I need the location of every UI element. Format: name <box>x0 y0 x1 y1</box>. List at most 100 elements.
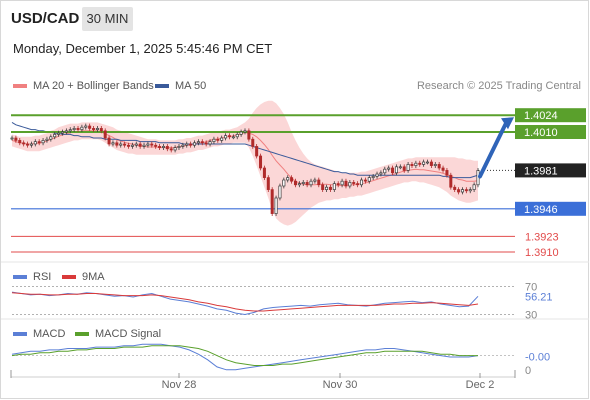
candle <box>29 143 33 146</box>
candle <box>26 143 30 146</box>
candle <box>138 143 142 147</box>
candle <box>189 143 193 146</box>
candle <box>367 177 371 182</box>
candle <box>348 182 352 187</box>
candle <box>224 135 228 139</box>
candle <box>130 144 134 147</box>
candle <box>165 146 169 150</box>
legend-macd-label: MACD <box>33 328 66 340</box>
legend-bb-label: MA 20 + Bollinger Bands <box>33 80 154 92</box>
candle <box>379 172 383 175</box>
candle <box>57 132 61 135</box>
candle <box>243 130 247 133</box>
candle <box>278 185 282 199</box>
candle <box>37 141 41 144</box>
candle <box>76 128 80 130</box>
candle <box>220 137 224 141</box>
x-tick-label: Nov 28 <box>162 379 197 391</box>
candle <box>99 128 103 132</box>
candle <box>177 146 181 148</box>
level-label: 1.4024 <box>524 110 558 122</box>
candle <box>301 182 305 184</box>
candle <box>418 162 422 165</box>
candle <box>126 144 131 147</box>
forecast-arrow <box>478 121 508 179</box>
level-label: 1.3910 <box>525 247 559 259</box>
candle <box>227 135 231 138</box>
candle <box>317 179 321 186</box>
candle <box>464 189 468 192</box>
candle <box>247 130 251 140</box>
candle <box>441 167 445 171</box>
candle <box>332 183 336 190</box>
candle <box>457 189 461 193</box>
macd-tick-label: 0 <box>525 365 531 377</box>
candle <box>266 177 270 190</box>
candle <box>92 128 96 130</box>
candle <box>251 138 255 147</box>
candle <box>14 137 18 141</box>
macd-signal-line <box>11 345 478 366</box>
candle <box>134 143 138 146</box>
level-label: 1.3946 <box>524 204 558 216</box>
bollinger-band <box>12 100 478 226</box>
legend-swatch-ma50 <box>155 84 169 88</box>
candle <box>181 144 185 147</box>
candle <box>262 167 266 178</box>
legend-swatch-rsi <box>13 275 27 279</box>
candle <box>429 161 433 166</box>
candle <box>472 184 476 190</box>
candle <box>391 167 395 174</box>
candle <box>259 155 263 169</box>
candle <box>290 177 294 182</box>
candle <box>158 146 162 148</box>
candle <box>410 164 414 166</box>
candle <box>398 166 402 169</box>
forecast-arrowhead <box>501 117 514 130</box>
candle <box>414 162 418 166</box>
candle <box>426 161 430 164</box>
legend-9ma-label: 9MA <box>82 271 105 283</box>
candle <box>200 141 204 144</box>
candle <box>274 197 278 214</box>
candle <box>64 130 68 133</box>
candle <box>72 128 76 130</box>
candle <box>325 186 329 190</box>
candle <box>212 138 216 142</box>
candle <box>185 143 189 146</box>
x-tick-label: Dec 2 <box>466 379 495 391</box>
candle <box>216 138 220 141</box>
timeframe-button[interactable]: 30 MIN <box>82 7 133 31</box>
candle <box>103 130 107 139</box>
candle <box>363 179 367 182</box>
level-label: 1.3923 <box>525 231 559 243</box>
candle <box>196 141 200 144</box>
candle <box>10 137 14 140</box>
candle <box>84 125 88 128</box>
candle <box>204 142 208 145</box>
x-tick-label: Nov 30 <box>323 379 358 391</box>
candle <box>402 166 406 171</box>
candle <box>115 142 119 146</box>
candle <box>88 125 92 129</box>
candle <box>45 138 49 141</box>
legend-swatch-macd <box>13 332 27 336</box>
candle <box>208 141 212 145</box>
candle <box>111 142 115 145</box>
candle <box>387 167 391 170</box>
legend-swatch-macd-signal <box>75 332 89 336</box>
symbol-title: USD/CAD <box>11 10 80 27</box>
candle <box>468 189 472 192</box>
candle <box>107 137 111 145</box>
candle <box>142 144 146 147</box>
research-credit: Research © 2025 Trading Central <box>416 80 581 92</box>
candle <box>80 126 84 130</box>
rsi-tick-label: 30 <box>525 310 537 322</box>
candle <box>375 173 379 177</box>
candle <box>22 142 26 145</box>
candle <box>460 189 464 193</box>
candle <box>356 183 360 186</box>
candle <box>154 144 158 147</box>
legend-ma50-label: MA 50 <box>175 80 207 92</box>
